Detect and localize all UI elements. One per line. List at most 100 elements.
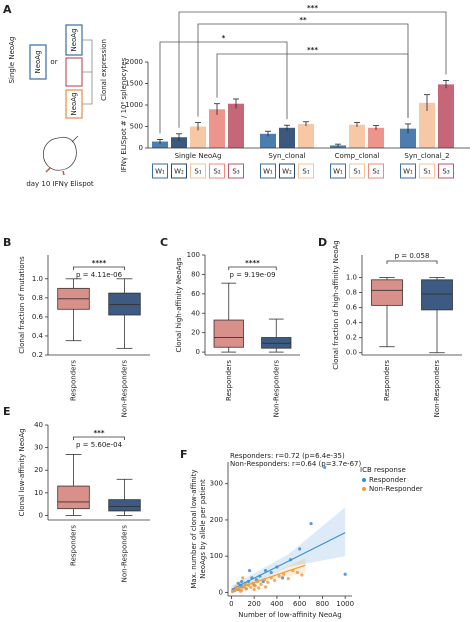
y-tick-label: 0.4 [346,319,358,327]
significance-label: p = 4.11e-06 [76,271,123,279]
scatter-point [257,586,261,590]
x-tick-label: Responders [225,360,233,401]
category-label: W₁ [403,168,413,176]
neoag-text: NeoAg [70,92,78,115]
x-tick-label: 1000 [336,600,354,608]
category-box [298,163,314,179]
category-label: S₃ [442,168,449,176]
scatter-point [248,569,252,573]
box [421,279,453,311]
significance-label: **** [92,259,107,267]
category-label: W₂ [174,168,184,176]
category-box [330,163,346,179]
x-tick-label: 200 [247,600,260,608]
diagram-label: Single NeoAg [8,37,16,84]
y-tick-label: 30 [34,444,43,452]
group-label: Syn_clonal [268,152,305,160]
scatter-point [309,521,313,526]
bar [298,123,314,148]
significance-label: **** [245,259,260,267]
legend-marker [362,487,366,491]
panel-letter: B [3,236,11,249]
y-tick-label: 300 [210,480,223,488]
readout-label: day 10 IFNγ Elispot [26,180,94,188]
bar [349,124,365,148]
neoag-box [65,57,83,87]
y-tick-label: 40 [191,309,200,317]
scatter-point [298,547,302,551]
y-axis-label: Max. number of clonal low-affinity [190,469,198,588]
y-tick-label: 0.4 [32,332,44,340]
y-axis-label: Clonal fraction of high-affinity NeoAg [332,240,340,370]
scatter-point [277,574,281,578]
scatter-point [241,576,245,580]
category-label: S₁ [353,168,360,176]
x-tick-label: 600 [293,600,306,608]
category-label: W₁ [263,168,273,176]
x-tick-label: 800 [316,600,329,608]
x-tick-label: Non-Responders [121,525,129,583]
x-tick-label: Non-Responders [121,360,129,418]
category-label: S₃ [232,168,239,176]
box [261,337,292,349]
scatter-point [273,578,277,583]
y-tick-label: 1.0 [32,275,43,283]
category-box [190,163,206,179]
y-tick-label: 1000 [125,101,143,109]
significance-label: p = 9.19e-09 [229,271,275,279]
scatter-point [249,585,253,589]
fit-line [231,564,306,592]
significance-bracket [73,436,125,440]
box [371,279,403,306]
x-tick-label: 400 [270,600,283,608]
x-tick-label: Non-Responders [433,360,441,418]
legend-marker [362,478,366,482]
group-label: Syn_clonal_2 [404,152,449,160]
x-tick-label: Responders [70,360,78,401]
scatter-point [263,569,268,573]
connector [82,39,93,105]
y-tick-label: 0.8 [32,294,43,302]
mouse-icon [42,135,79,171]
box [213,319,244,348]
y-tick-label: 20 [34,466,43,474]
y-tick-label: 80 [191,270,200,278]
y-tick-label: 200 [210,516,223,524]
category-label: W₁ [155,168,165,176]
neoag-box [29,44,47,80]
bar [171,137,187,148]
category-label: W₂ [282,168,292,176]
category-label: S₂ [213,168,220,176]
correlation-label: Responders: r=0.72 (p=6.4e-35) [230,452,345,460]
y-tick-label: 0 [219,588,223,596]
scatter-point [266,580,270,584]
y-tick-label: 2000 [125,58,143,66]
significance-bracket [178,11,447,128]
x-tick-label: Responders [70,525,78,566]
bar [228,103,244,148]
category-box [260,163,276,179]
category-box [400,163,416,179]
category-box [228,163,244,179]
legend-label: Non-Responder [369,485,423,493]
bar [368,127,384,148]
y-tick-label: 0 [196,348,200,356]
scatter-point [343,572,347,576]
neoag-text: NeoAg [70,28,78,51]
y-axis-label: NeoAgs by allele per patient [199,479,207,579]
significance-label: *** [94,429,105,437]
y-tick-label: 0.6 [346,304,358,312]
legend-label: Responder [369,476,406,484]
y-tick-label: 0.0 [346,349,357,357]
scatter-point [263,585,268,589]
y-tick-label: 100 [187,251,200,259]
bar [438,84,454,148]
bar [279,127,295,148]
injection [45,167,65,176]
y-tick-label: 100 [210,552,223,560]
scatter-point [252,587,256,592]
or-text: or [50,58,57,66]
scatter-point [240,579,244,584]
diagram: Single NeoAg NeoAg or NeoAg NeoAg Clonal… [8,24,108,188]
y-tick-label: 60 [191,290,200,298]
